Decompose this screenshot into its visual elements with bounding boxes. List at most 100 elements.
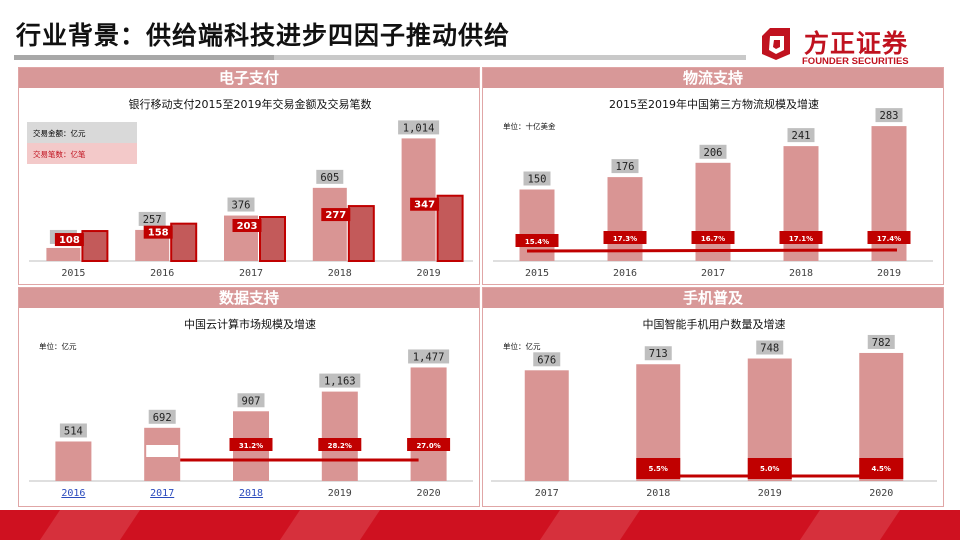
bar-value-label-box [867,334,895,349]
x-tick-label: 2015 [61,268,85,279]
bar-value-label: 1,014 [403,122,435,134]
bar-value-label-box [611,159,639,174]
growth-rate-label: 27.0% [416,442,440,450]
legend-item-bg [27,143,137,164]
bar [410,367,447,481]
x-tick-label: 2017 [535,488,559,499]
logo-text-cn: 方正证券 [804,29,909,58]
bar-value-label-box [756,340,784,355]
panel-logistics: 物流支持 2015至2019年中国第三方物流规模及增速 单位：十亿美金 150 201… [482,67,944,285]
bar-value-label-box [237,393,265,408]
x-tick-label: 2016 [61,488,85,499]
panel-header: 物流支持 [483,68,943,88]
bar-value-label-box [227,197,255,212]
chart-unit: 单位：亿元 [39,341,77,351]
legend-item-amount: 交易金额：亿元 [33,128,86,138]
footer-pattern [40,510,900,540]
bar-count-label-box [54,233,84,247]
chart-title: 中国智能手机用户数量及增速 [643,317,786,331]
bar [55,441,92,481]
growth-rate-label: 17.4% [877,235,901,243]
growth-rate-label-box [691,231,735,244]
bar [695,162,731,261]
x-tick-label: 2019 [417,268,441,279]
bar-value-label-box [533,352,561,367]
x-tick-label: 2019 [877,268,901,279]
growth-line [526,248,898,253]
growth-rate-label-box [318,438,362,451]
bar-count-label-box [321,208,351,222]
panel-electronic-payment: 电子支付 银行移动支付2015至2019年交易金额及交易笔数 108 2015 257… [18,67,480,285]
bar-value-label-box [644,346,672,361]
panel-data-support: 数据支持 中国云计算市场规模及增速 单位：亿元 514 2016 692 2017 907 2… [18,287,480,507]
bar-value-label-box [875,108,903,123]
bar [524,370,569,481]
company-logo: 方正证券 FOUNDER SECURITIES [752,22,924,70]
bar [607,177,643,261]
x-tick-label: 2018 [646,488,670,499]
bar-value-label-box [138,211,166,226]
bar-value-label: 1,163 [324,376,356,388]
growth-rate-label: 15.4% [525,238,549,246]
bar-count [259,216,286,263]
bar-count-label: 158 [148,228,169,239]
chart-svg: 银行移动支付2015至2019年交易金额及交易笔数 108 2015 257 2016 3… [27,97,473,279]
bar-value-label: 713 [649,348,668,360]
title-divider-accent [14,55,274,60]
footer-bar [0,510,960,540]
growth-rate-label-box [407,438,451,451]
growth-rate-label-box [515,234,559,247]
chart-unit: 单位：亿元 [503,341,541,351]
growth-rate-label: 34.5% [150,448,174,456]
growth-rate-label: 17.3% [613,235,637,243]
x-tick-label: 2015 [525,268,549,279]
bar-value-label-box [148,409,176,424]
logo-mark-icon [762,28,790,60]
bar [519,189,555,261]
growth-rate-label: 5.5% [649,465,668,473]
bar-value-label-box [699,144,727,159]
bar-value-label: 206 [704,147,723,159]
x-tick-label: 2017 [239,268,263,279]
bar-value-label: 676 [537,354,556,366]
x-tick-label: 2016 [150,268,174,279]
bar-count-label: 108 [59,235,80,246]
x-tick-label: 2019 [758,488,782,499]
x-tick-label: 2016 [613,268,637,279]
growth-rate-label-box [229,438,273,451]
bar-value-label: 376 [232,200,251,212]
legend-item-count: 交易笔数：亿笔 [33,149,86,159]
growth-rate-label-box [636,458,681,479]
bar-count [170,222,198,262]
bar-value-label: 283 [880,110,899,122]
bar-value-label: 257 [143,214,162,226]
bar-count-label: 203 [237,221,258,232]
bar-value-label-box [59,423,87,438]
bar-count-label-box [232,219,262,233]
bar-value-label: 241 [792,130,811,142]
bar-count [347,205,375,262]
panel-header: 电子支付 [19,68,479,88]
bar [312,187,347,261]
bar-value-label: 605 [320,172,339,184]
bar-count [436,194,464,262]
bar-value-label: 748 [760,343,779,355]
bar-value-label: 907 [242,395,261,407]
x-tick-label: 2019 [328,488,352,499]
growth-rate-label: 5.0% [760,465,779,473]
panel-header: 数据支持 [19,288,479,308]
bar-value-label: 782 [872,337,891,349]
bar-value-label-box [523,171,551,186]
bar-value-label: 1,477 [413,351,445,363]
growth-rate-label-box [603,231,647,244]
bar [321,391,358,481]
bar-value-label: 150 [528,174,547,186]
bar-count [81,230,109,262]
panel-phone-penetration: 手机普及 中国智能手机用户数量及增速 单位：亿元 676 2017 713 2018 748… [482,287,944,507]
bar-value-label-box [398,120,440,135]
page-title: 行业背景：供给端科技进步四因子推动供给 [16,21,511,50]
chart-title: 中国云计算市场规模及增速 [184,317,316,331]
